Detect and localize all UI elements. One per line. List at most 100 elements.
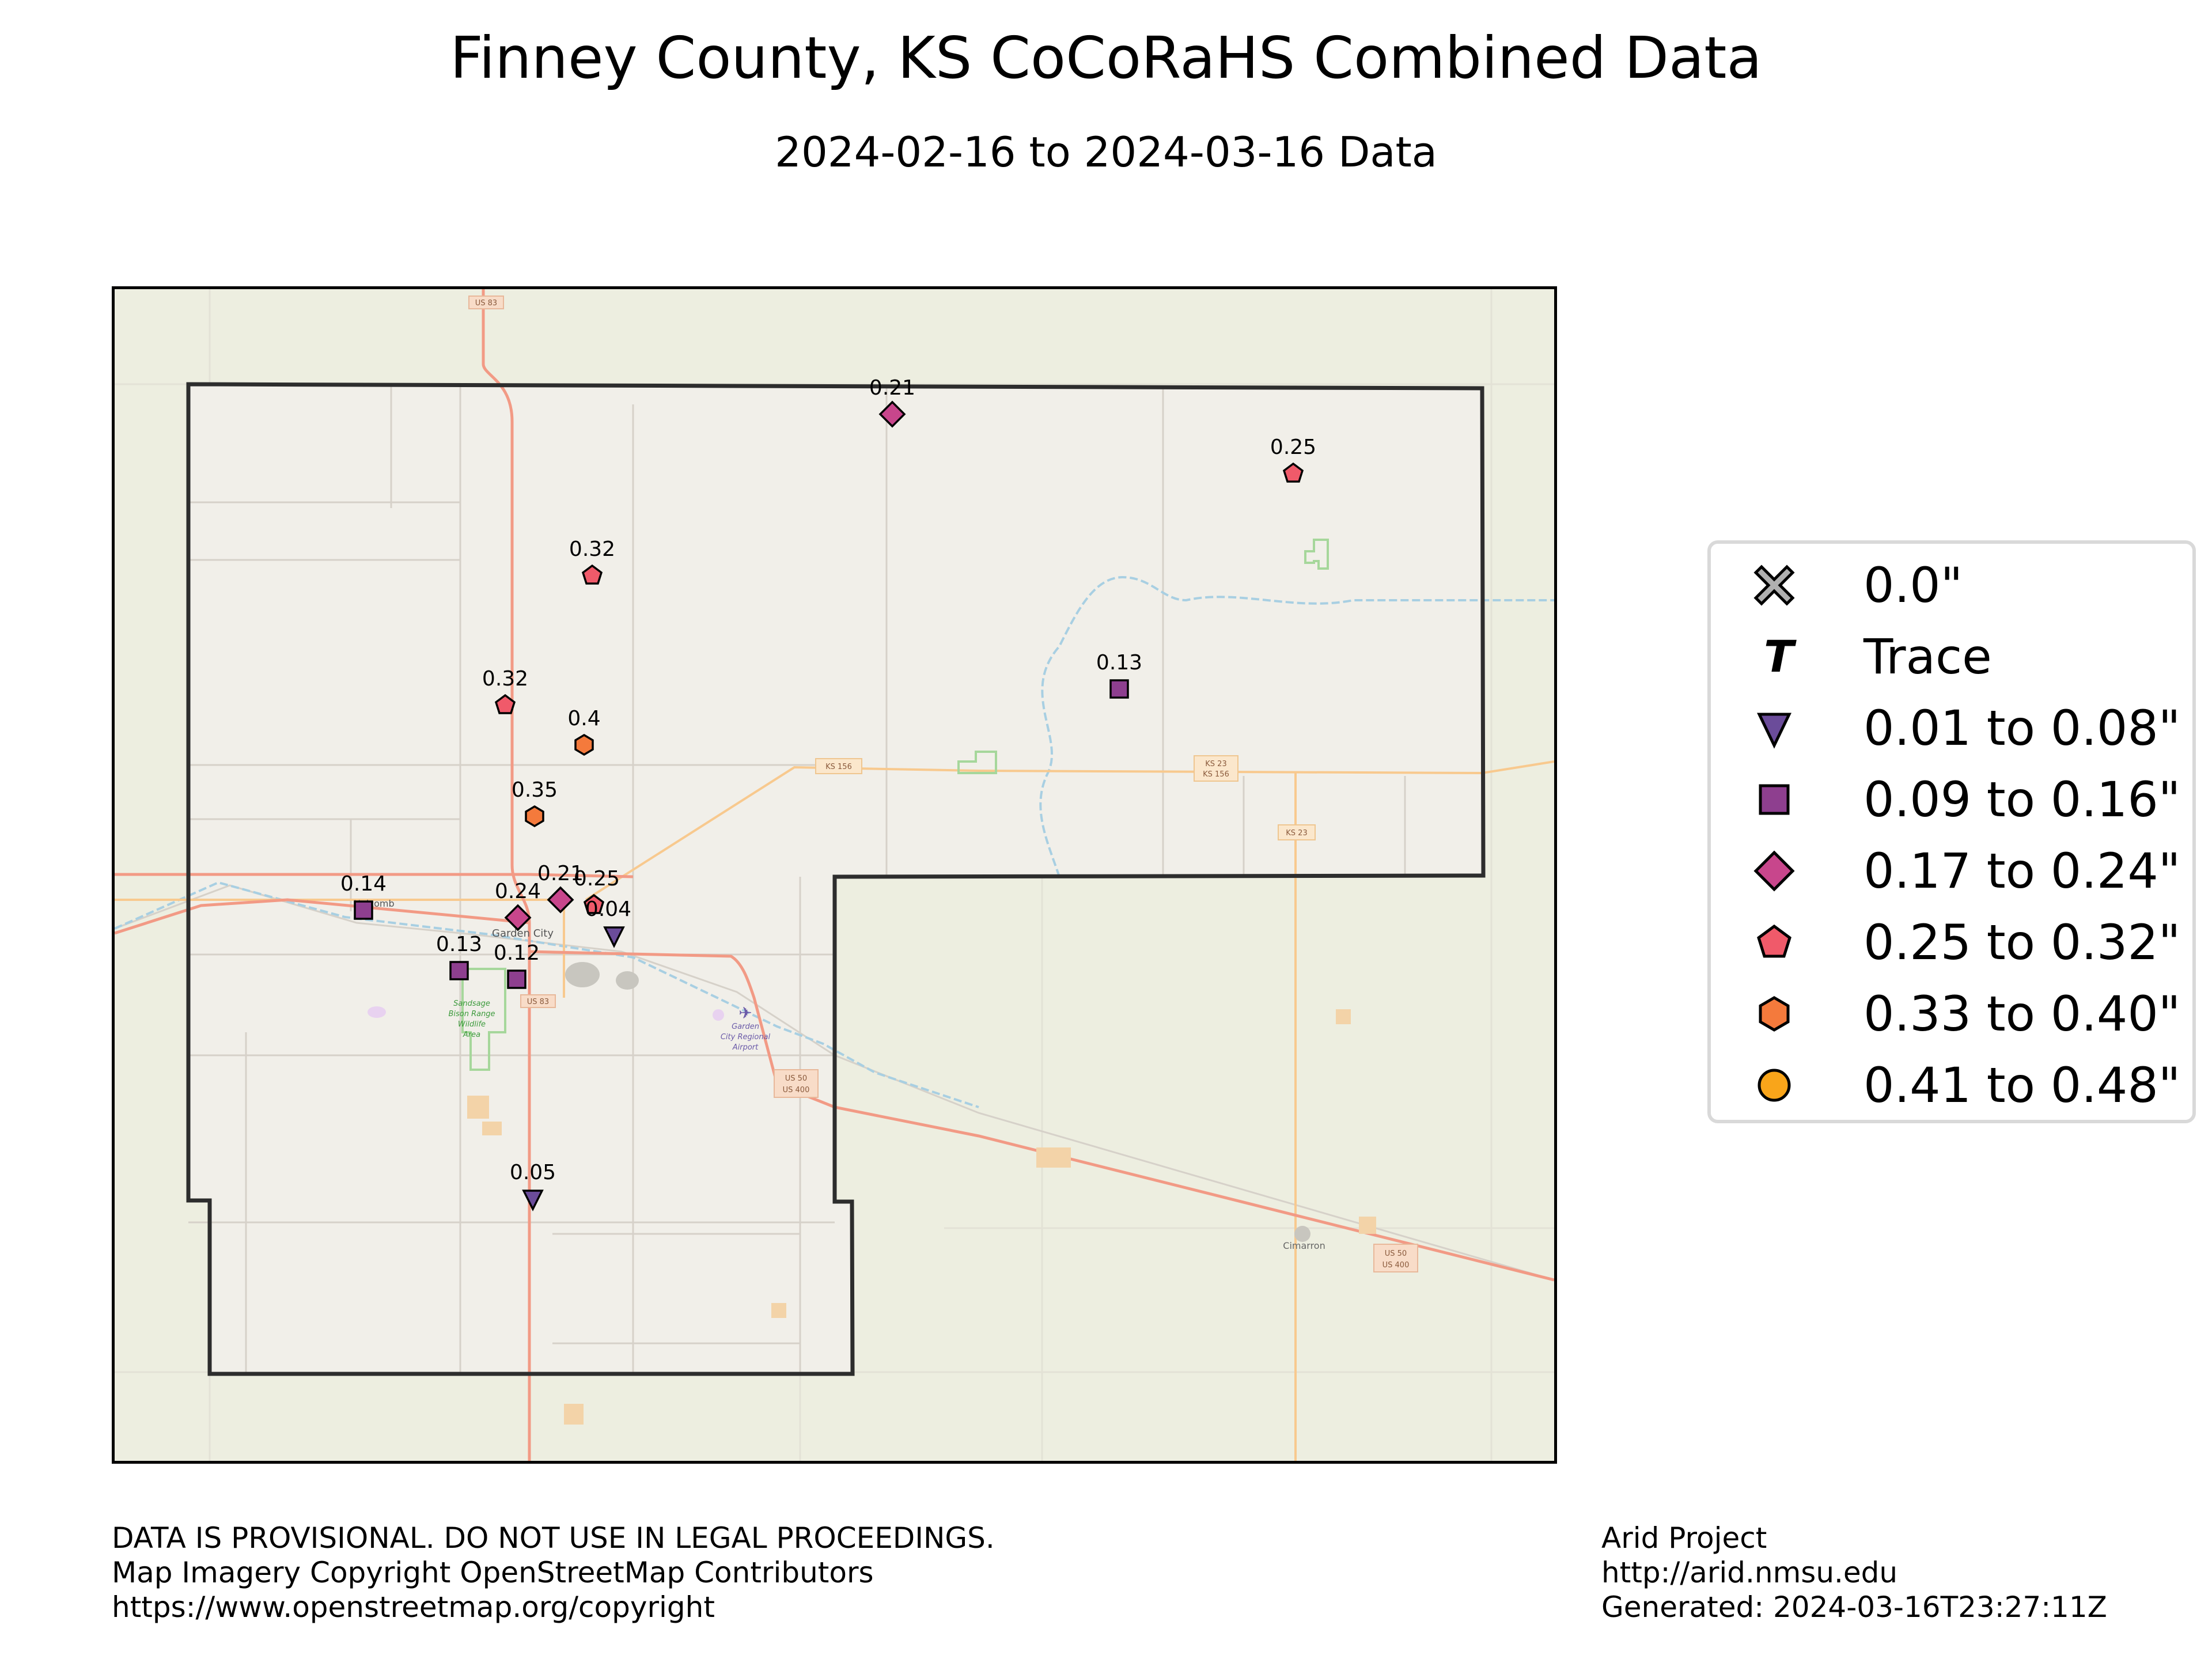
station-value-label: 0.25 <box>1270 435 1316 459</box>
footer-line: Arid Project <box>1601 1521 1767 1555</box>
pentagon-icon <box>583 893 605 914</box>
footer-line: http://arid.nmsu.edu <box>1601 1556 1898 1589</box>
square-icon <box>507 969 527 989</box>
diamond-icon <box>504 904 532 931</box>
legend-item-0-17-0-24: 0.17 to 0.24" <box>1711 842 2192 900</box>
legend-label: 0.0" <box>1863 557 1963 613</box>
station-marker[interactable]: 0.25 <box>1270 435 1316 483</box>
station-marker[interactable]: 0.13 <box>1096 651 1142 699</box>
shield-ks23: KS 23 <box>1286 829 1307 838</box>
station-value-label: 0.13 <box>1096 651 1142 675</box>
station-value-label: 0.14 <box>340 872 387 896</box>
station-marker[interactable]: 0.4 <box>567 707 601 756</box>
legend-item-0-01-0-08: 0.01 to 0.08" <box>1711 699 2192 757</box>
place-label-airport: Garden City Regional Airport <box>721 1022 771 1052</box>
station-marker[interactable]: 0.21 <box>869 376 915 428</box>
legend-label: 0.41 to 0.48" <box>1863 1057 2181 1113</box>
road-shields: US 83 US 83 KS 156 KS 23 KS 156 KS 23 US… <box>468 296 1418 1272</box>
svg-text:US 400: US 400 <box>783 1086 810 1094</box>
triangle-down-icon <box>522 1190 544 1211</box>
svg-text:City Regional: City Regional <box>721 1033 771 1041</box>
footer-disclaimer: DATA IS PROVISIONAL. DO NOT USE IN LEGAL… <box>112 1521 995 1624</box>
airport-icon: ✈ <box>738 1003 752 1022</box>
map-subtitle: 2024-02-16 to 2024-03-16 Data <box>775 128 1437 176</box>
diamond-icon <box>547 886 574 914</box>
rivers <box>115 575 1554 1108</box>
footer-credits: Arid Project http://arid.nmsu.edu Genera… <box>1601 1521 2107 1624</box>
svg-text:KS 156: KS 156 <box>1203 770 1229 779</box>
svg-text:Airport: Airport <box>732 1043 759 1052</box>
station-value-label: 0.04 <box>585 897 631 921</box>
legend-label: 0.01 to 0.08" <box>1863 700 2181 756</box>
legend-label: 0.17 to 0.24" <box>1863 843 2181 899</box>
station-value-label: 0.32 <box>569 537 615 561</box>
diamond-icon <box>878 400 906 428</box>
svg-text:Sandsage: Sandsage <box>453 999 490 1008</box>
legend-item-trace: T Trace <box>1711 628 2192 685</box>
map-title: Finney County, KS CoCoRaHS Combined Data <box>450 24 1762 92</box>
footer-line: Generated: 2024-03-16T23:27:11Z <box>1601 1590 2107 1624</box>
legend-item-0-33-0-40: 0.33 to 0.40" <box>1711 985 2192 1043</box>
pentagon-icon <box>1282 462 1304 483</box>
station-marker[interactable]: 0.24 <box>495 880 541 931</box>
legend-label: 0.33 to 0.40" <box>1863 986 2181 1042</box>
legend-label: 0.09 to 0.16" <box>1863 771 2181 828</box>
station-marker[interactable]: 0.21 <box>537 862 584 914</box>
legend-label: Trace <box>1863 628 1992 685</box>
station-value-label: 0.13 <box>436 933 482 956</box>
svg-text:Garden: Garden <box>732 1022 759 1031</box>
map-legend: 0.0" T Trace 0.01 to 0.08" 0.09 to 0.16"… <box>1707 540 2196 1123</box>
station-marker[interactable]: 0.25 <box>574 867 620 914</box>
shield-ks156: KS 156 <box>825 763 852 771</box>
station-marker[interactable]: 0.12 <box>494 941 540 989</box>
footer-line: Map Imagery Copyright OpenStreetMap Cont… <box>112 1556 874 1589</box>
station-marker[interactable]: 0.14 <box>340 872 387 920</box>
shield-ks23-ks156: KS 23 <box>1205 760 1226 768</box>
wetland-features <box>368 1006 724 1021</box>
svg-text:Area: Area <box>463 1031 480 1039</box>
square-icon <box>1759 784 1790 815</box>
place-label-cimarron: Cimarron <box>1283 1240 1325 1251</box>
station-value-label: 0.25 <box>574 867 620 891</box>
area-features <box>467 1009 1376 1425</box>
hexagon-icon <box>1759 996 1790 1032</box>
protected-areas <box>461 539 1329 1071</box>
square-icon <box>354 900 373 920</box>
station-value-label: 0.35 <box>512 778 558 802</box>
footer-line: DATA IS PROVISIONAL. DO NOT USE IN LEGAL… <box>112 1521 995 1555</box>
place-label-garden-city: Garden City <box>492 927 554 940</box>
station-marker[interactable]: 0.13 <box>436 933 482 980</box>
shield-us50-city: US 50 <box>785 1074 807 1083</box>
station-value-label: 0.4 <box>567 707 600 730</box>
shield-us83-north: US 83 <box>475 299 497 308</box>
pentagon-icon <box>581 564 603 585</box>
station-marker[interactable]: 0.32 <box>569 537 615 585</box>
station-marker[interactable]: 0.04 <box>585 897 631 948</box>
station-value-label: 0.05 <box>510 1161 556 1184</box>
square-icon <box>1109 679 1129 699</box>
station-markers[interactable]: 0.210.250.320.320.40.350.130.14 0.240.210… <box>340 376 1316 1211</box>
station-value-label: 0.21 <box>869 376 915 400</box>
svg-text:US 400: US 400 <box>1382 1261 1410 1270</box>
station-marker[interactable]: 0.32 <box>482 667 528 714</box>
legend-item-0-25-0-32: 0.25 to 0.32" <box>1711 914 2192 971</box>
map-panel[interactable]: Holcomb Garden City Sandsage Bison Range… <box>112 286 1557 1464</box>
italic-t-icon: T <box>1764 631 1794 682</box>
county-border <box>186 382 1486 1376</box>
diamond-icon <box>1753 850 1795 892</box>
hexagon-icon <box>574 733 594 756</box>
triangle-down-icon <box>603 926 625 948</box>
square-icon <box>449 961 469 980</box>
legend-item-0-41-0-48: 0.41 to 0.48" <box>1711 1056 2192 1114</box>
footer-line: https://www.openstreetmap.org/copyright <box>112 1590 715 1624</box>
legend-label: 0.25 to 0.32" <box>1863 914 2181 971</box>
station-value-label: 0.21 <box>537 862 584 885</box>
station-value-label: 0.32 <box>482 667 528 691</box>
station-marker[interactable]: 0.35 <box>512 778 558 828</box>
triangle-down-icon <box>1757 713 1791 749</box>
shield-us83-south: US 83 <box>527 998 549 1006</box>
circle-icon <box>1758 1069 1791 1102</box>
station-marker[interactable]: 0.05 <box>510 1161 556 1211</box>
svg-text:Wildlife: Wildlife <box>458 1020 486 1029</box>
station-value-label: 0.24 <box>495 880 541 903</box>
